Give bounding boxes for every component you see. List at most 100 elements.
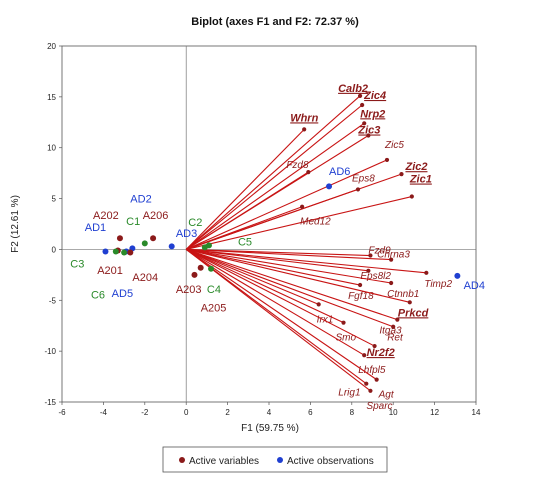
legend: Active variables Active observations <box>162 446 388 473</box>
vector-tip-lrig1 <box>364 381 369 386</box>
y-tick-label: 5 <box>52 195 57 204</box>
variable-label-whrn: Whrn <box>290 112 318 124</box>
vector-tip-zic1 <box>409 194 414 199</box>
variable-label-eps8: Eps8 <box>352 173 375 184</box>
x-axis-title: F1 (59.75 %) <box>241 423 299 434</box>
x-tick-label: -6 <box>58 408 66 417</box>
variable-label-sparc: Sparc <box>366 401 392 412</box>
observation-label-a201: A201 <box>97 265 123 277</box>
observation-point-ad1 <box>102 248 109 255</box>
variable-label-fzd8: Fzd8 <box>286 160 309 171</box>
variable-label-lhfpl5: Lhfpl5 <box>358 365 386 376</box>
y-tick-label: 15 <box>47 93 56 102</box>
vector-tip-ctnnb1 <box>389 280 394 286</box>
legend-box <box>162 446 388 473</box>
legend-marker <box>179 457 185 463</box>
x-tick-label: -4 <box>100 408 108 417</box>
variable-label-fgf18: Fgf18 <box>348 291 374 302</box>
variable-label-zic2: Zic2 <box>404 161 427 173</box>
y-axis-title: F2 (12.61 %) <box>10 195 21 253</box>
observation-point-c5 <box>205 242 212 249</box>
vector-tip-lhfpl5 <box>362 353 367 358</box>
axes-layer: -6 -4 -2 0 2 4 6 8 10 12 14 -15 -10 -5 0 5 10 15 20 <box>44 42 481 417</box>
observation-point-ad4 <box>454 272 461 279</box>
variable-label-irx1: Irx1 <box>317 314 334 325</box>
x-tick-label: 8 <box>350 408 355 417</box>
vector-tip-nrp2 <box>362 121 367 126</box>
observation-point-a206 <box>150 235 157 242</box>
observation-label-c6: C6 <box>91 289 105 301</box>
vector-eps8l2 <box>186 248 369 272</box>
vector-whrn <box>185 129 305 250</box>
vector-tip-agt <box>374 377 379 382</box>
observation-point-a205 <box>197 264 204 271</box>
vector-tip-irx1 <box>316 302 321 307</box>
vector-irx1 <box>185 248 319 305</box>
vector-smo <box>185 248 344 324</box>
x-tick-label: 6 <box>308 408 313 417</box>
vector-nrp2 <box>185 122 365 250</box>
vector-sparc <box>185 248 371 392</box>
observation-point-a203 <box>191 271 198 278</box>
observation-label-c3: C3 <box>70 259 84 271</box>
observation-label-c5: C5 <box>238 236 252 248</box>
vector-med12 <box>186 206 303 250</box>
vector-tip-sparc <box>368 388 373 393</box>
y-tick-label: -5 <box>49 296 57 305</box>
observation-points: AD1 AD2 AD3 AD4 AD5 AD6 A201 A202 A203 A204 A205 A2… <box>70 166 485 314</box>
observation-label-ad1: AD1 <box>85 222 106 234</box>
y-tick-label: 10 <box>47 144 56 153</box>
observation-point-c4 <box>208 265 215 272</box>
observation-point-ad3 <box>168 243 175 250</box>
observation-point-c3 <box>112 248 119 255</box>
x-tick-label: 12 <box>430 408 439 417</box>
observation-label-a203: A203 <box>176 284 202 296</box>
vector-fzd8 <box>185 171 309 250</box>
vector-tip-fzd9 <box>368 253 373 258</box>
variable-label-zic4: Zic4 <box>363 90 386 102</box>
variable-label-timp2: Timp2 <box>424 279 452 290</box>
variable-label-prkcd: Prkcd <box>398 307 429 319</box>
vector-tip-calb2 <box>357 93 363 98</box>
vector-tip-fgf18 <box>357 282 363 288</box>
variable-label-nrp2: Nrp2 <box>360 108 385 120</box>
vector-chrna3 <box>186 248 392 261</box>
variable-label-zic1: Zic1 <box>409 174 432 186</box>
vector-lhfpl5 <box>185 248 365 356</box>
observation-point-c1 <box>141 240 148 247</box>
variable-label-fzd9: Fzd9 <box>368 246 391 257</box>
vector-tip-eps8l2 <box>366 268 371 273</box>
x-tick-label: 4 <box>267 408 272 417</box>
variable-label-zic3: Zic3 <box>357 125 380 137</box>
y-tick-label: 20 <box>47 42 56 51</box>
y-tick-label: -15 <box>44 398 56 407</box>
vector-tip-zic3 <box>366 133 371 138</box>
vector-calb2 <box>185 95 361 250</box>
x-tick-label: -2 <box>141 408 149 417</box>
legend-label: Active observations <box>287 456 374 467</box>
vector-tip-fzd8 <box>306 170 311 175</box>
vector-tip-prkcd <box>407 300 412 305</box>
observation-label-c2: C2 <box>188 217 202 229</box>
x-tick-label: 10 <box>389 408 398 417</box>
legend-marker <box>277 457 283 463</box>
variable-label-zic5: Zic5 <box>384 140 404 151</box>
vector-nr2f2 <box>185 248 375 347</box>
variable-label-ctnnb1: Ctnnb1 <box>387 289 419 300</box>
vector-ctnnb1 <box>186 248 392 284</box>
observation-label-a204: A204 <box>132 272 158 284</box>
vector-agt <box>185 248 377 381</box>
observation-label-c4: C4 <box>207 284 221 296</box>
variable-label-smo: Smo <box>336 333 357 344</box>
vector-tip-itga3 <box>395 317 400 322</box>
vector-prkcd <box>186 248 410 303</box>
y-tick-label: -10 <box>44 347 56 356</box>
legend-label: Active variables <box>189 456 259 467</box>
observation-label-a205: A205 <box>201 302 227 314</box>
variable-label-lrig1: Lrig1 <box>338 388 360 399</box>
vector-zic1 <box>186 196 412 250</box>
observation-label-ad3: AD3 <box>176 228 197 240</box>
plot-frame <box>61 45 477 403</box>
